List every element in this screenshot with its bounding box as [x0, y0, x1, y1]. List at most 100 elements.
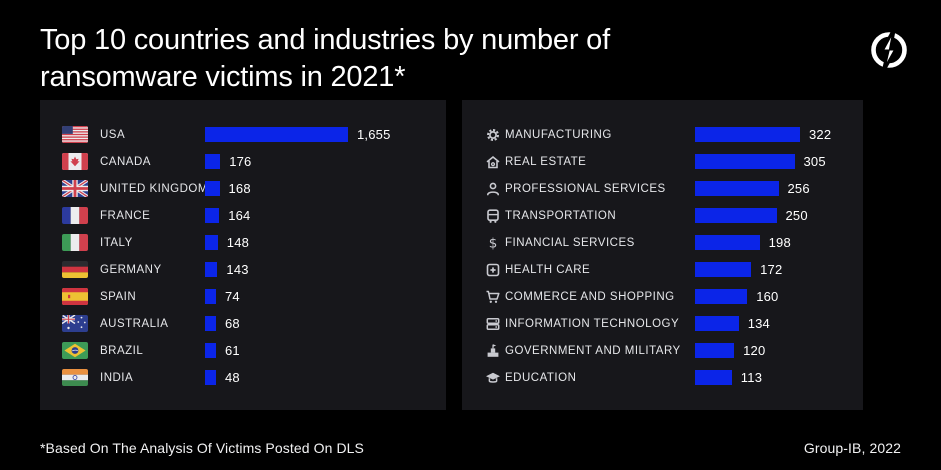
country-row: SPAIN 74 — [62, 283, 446, 310]
industry-value: 198 — [768, 235, 791, 250]
country-row: USA 1,655 — [62, 121, 446, 148]
industry-row: INFORMATION TECHNOLOGY 134 — [485, 310, 863, 337]
country-bar — [205, 235, 218, 250]
industry-bar — [695, 289, 748, 304]
country-row: GERMANY 143 — [62, 256, 446, 283]
country-label: INDIA — [100, 371, 134, 384]
country-label: FRANCE — [100, 209, 151, 222]
industry-bar — [695, 316, 739, 331]
industry-row: HEALTH CARE 172 — [485, 256, 863, 283]
country-label: UNITED KINGDOM — [100, 182, 208, 195]
industry-label: FINANCIAL SERVICES — [505, 236, 635, 249]
country-value: 176 — [229, 154, 252, 169]
country-bar — [205, 208, 220, 223]
industry-value: 134 — [747, 316, 770, 331]
industry-value: 120 — [743, 343, 766, 358]
country-value: 68 — [225, 316, 240, 331]
industries-panel: MANUFACTURING 322 REAL ESTATE 305 PROFESSION… — [462, 100, 863, 410]
industry-row: GOVERNMENT AND MILITARY 120 — [485, 337, 863, 364]
industry-value: 250 — [785, 208, 808, 223]
industry-bar — [695, 235, 760, 250]
country-label: BRAZIL — [100, 344, 144, 357]
industry-row: EDUCATION 113 — [485, 364, 863, 391]
industry-label: GOVERNMENT AND MILITARY — [505, 344, 681, 357]
country-value: 168 — [228, 181, 251, 196]
spain-flag-icon — [62, 288, 88, 305]
country-value: 143 — [226, 262, 249, 277]
country-bar — [205, 370, 216, 385]
country-value: 164 — [228, 208, 251, 223]
country-label: GERMANY — [100, 263, 162, 276]
industry-bar — [695, 370, 732, 385]
countries-rows: USA 1,655 CANADA 176 UNITED KINGDOM 168 FRANCE… — [40, 100, 446, 391]
australia-flag-icon — [62, 315, 88, 332]
country-row: FRANCE 164 — [62, 202, 446, 229]
industry-row: TRANSPORTATION 250 — [485, 202, 863, 229]
industry-row: COMMERCE AND SHOPPING 160 — [485, 283, 863, 310]
industry-row: MANUFACTURING 322 — [485, 121, 863, 148]
industry-label: EDUCATION — [505, 371, 577, 384]
country-value: 48 — [225, 370, 240, 385]
country-value: 1,655 — [357, 127, 391, 142]
gear-icon — [485, 127, 501, 143]
industry-bar — [695, 181, 779, 196]
industry-bar — [695, 262, 752, 277]
industry-bar — [695, 208, 777, 223]
industry-value: 305 — [803, 154, 826, 169]
industry-label: HEALTH CARE — [505, 263, 591, 276]
country-row: UNITED KINGDOM 168 — [62, 175, 446, 202]
country-row: AUSTRALIA 68 — [62, 310, 446, 337]
country-bar — [205, 343, 216, 358]
germany-flag-icon — [62, 261, 88, 278]
country-row: BRAZIL 61 — [62, 337, 446, 364]
dollar-icon: $ — [485, 235, 501, 250]
country-value: 61 — [225, 343, 240, 358]
government-building-icon — [485, 343, 501, 359]
industry-label: PROFESSIONAL SERVICES — [505, 182, 666, 195]
industry-row: $ FINANCIAL SERVICES 198 — [485, 229, 863, 256]
country-value: 74 — [225, 289, 240, 304]
country-bar — [205, 127, 348, 142]
industry-value: 160 — [756, 289, 779, 304]
italy-flag-icon — [62, 234, 88, 251]
country-bar — [205, 181, 220, 196]
industry-row: REAL ESTATE 305 — [485, 148, 863, 175]
country-label: AUSTRALIA — [100, 317, 169, 330]
country-label: SPAIN — [100, 290, 137, 303]
india-flag-icon — [62, 369, 88, 386]
health-cross-icon — [485, 262, 501, 278]
country-label: ITALY — [100, 236, 133, 249]
footnote: *Based On The Analysis Of Victims Posted… — [40, 440, 364, 456]
source-credit: Group-IB, 2022 — [803, 440, 901, 456]
country-row: ITALY 148 — [62, 229, 446, 256]
industry-value: 113 — [740, 370, 763, 385]
industry-value: 322 — [809, 127, 832, 142]
uk-flag-icon — [62, 180, 88, 197]
shopping-cart-icon — [485, 289, 501, 305]
real-estate-building-icon — [485, 154, 501, 170]
france-flag-icon — [62, 207, 88, 224]
country-value: 148 — [226, 235, 250, 250]
industry-bar — [695, 343, 735, 358]
graduation-cap-icon — [485, 370, 501, 386]
industry-label: COMMERCE AND SHOPPING — [505, 290, 675, 303]
country-bar — [205, 262, 218, 277]
industry-label: REAL ESTATE — [505, 155, 587, 168]
country-row: CANADA 176 — [62, 148, 446, 175]
country-label: CANADA — [100, 155, 151, 168]
country-row: INDIA 48 — [62, 364, 446, 391]
industry-value: 172 — [760, 262, 783, 277]
industry-bar — [695, 127, 800, 142]
country-label: USA — [100, 128, 126, 141]
industry-label: INFORMATION TECHNOLOGY — [505, 317, 680, 330]
country-bar — [205, 154, 221, 169]
canada-flag-icon — [62, 153, 88, 170]
usa-flag-icon — [62, 126, 88, 143]
industry-row: PROFESSIONAL SERVICES 256 — [485, 175, 863, 202]
svg-text:$: $ — [489, 235, 498, 250]
country-bar — [205, 289, 216, 304]
server-stack-icon — [485, 316, 501, 332]
industry-label: TRANSPORTATION — [505, 209, 617, 222]
countries-panel: USA 1,655 CANADA 176 UNITED KINGDOM 168 FRANCE… — [40, 100, 446, 410]
